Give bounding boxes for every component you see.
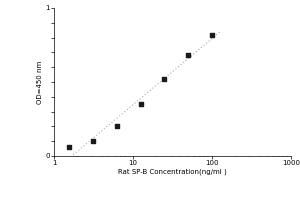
Point xyxy=(91,140,95,143)
Point xyxy=(67,146,72,149)
X-axis label: Rat SP-B Concentration(ng/ml ): Rat SP-B Concentration(ng/ml ) xyxy=(118,169,227,175)
Point xyxy=(115,125,119,128)
Point xyxy=(138,103,143,106)
Point xyxy=(162,77,167,81)
Y-axis label: OD=450 nm: OD=450 nm xyxy=(37,60,43,104)
Point xyxy=(186,54,190,57)
Point xyxy=(210,33,214,36)
